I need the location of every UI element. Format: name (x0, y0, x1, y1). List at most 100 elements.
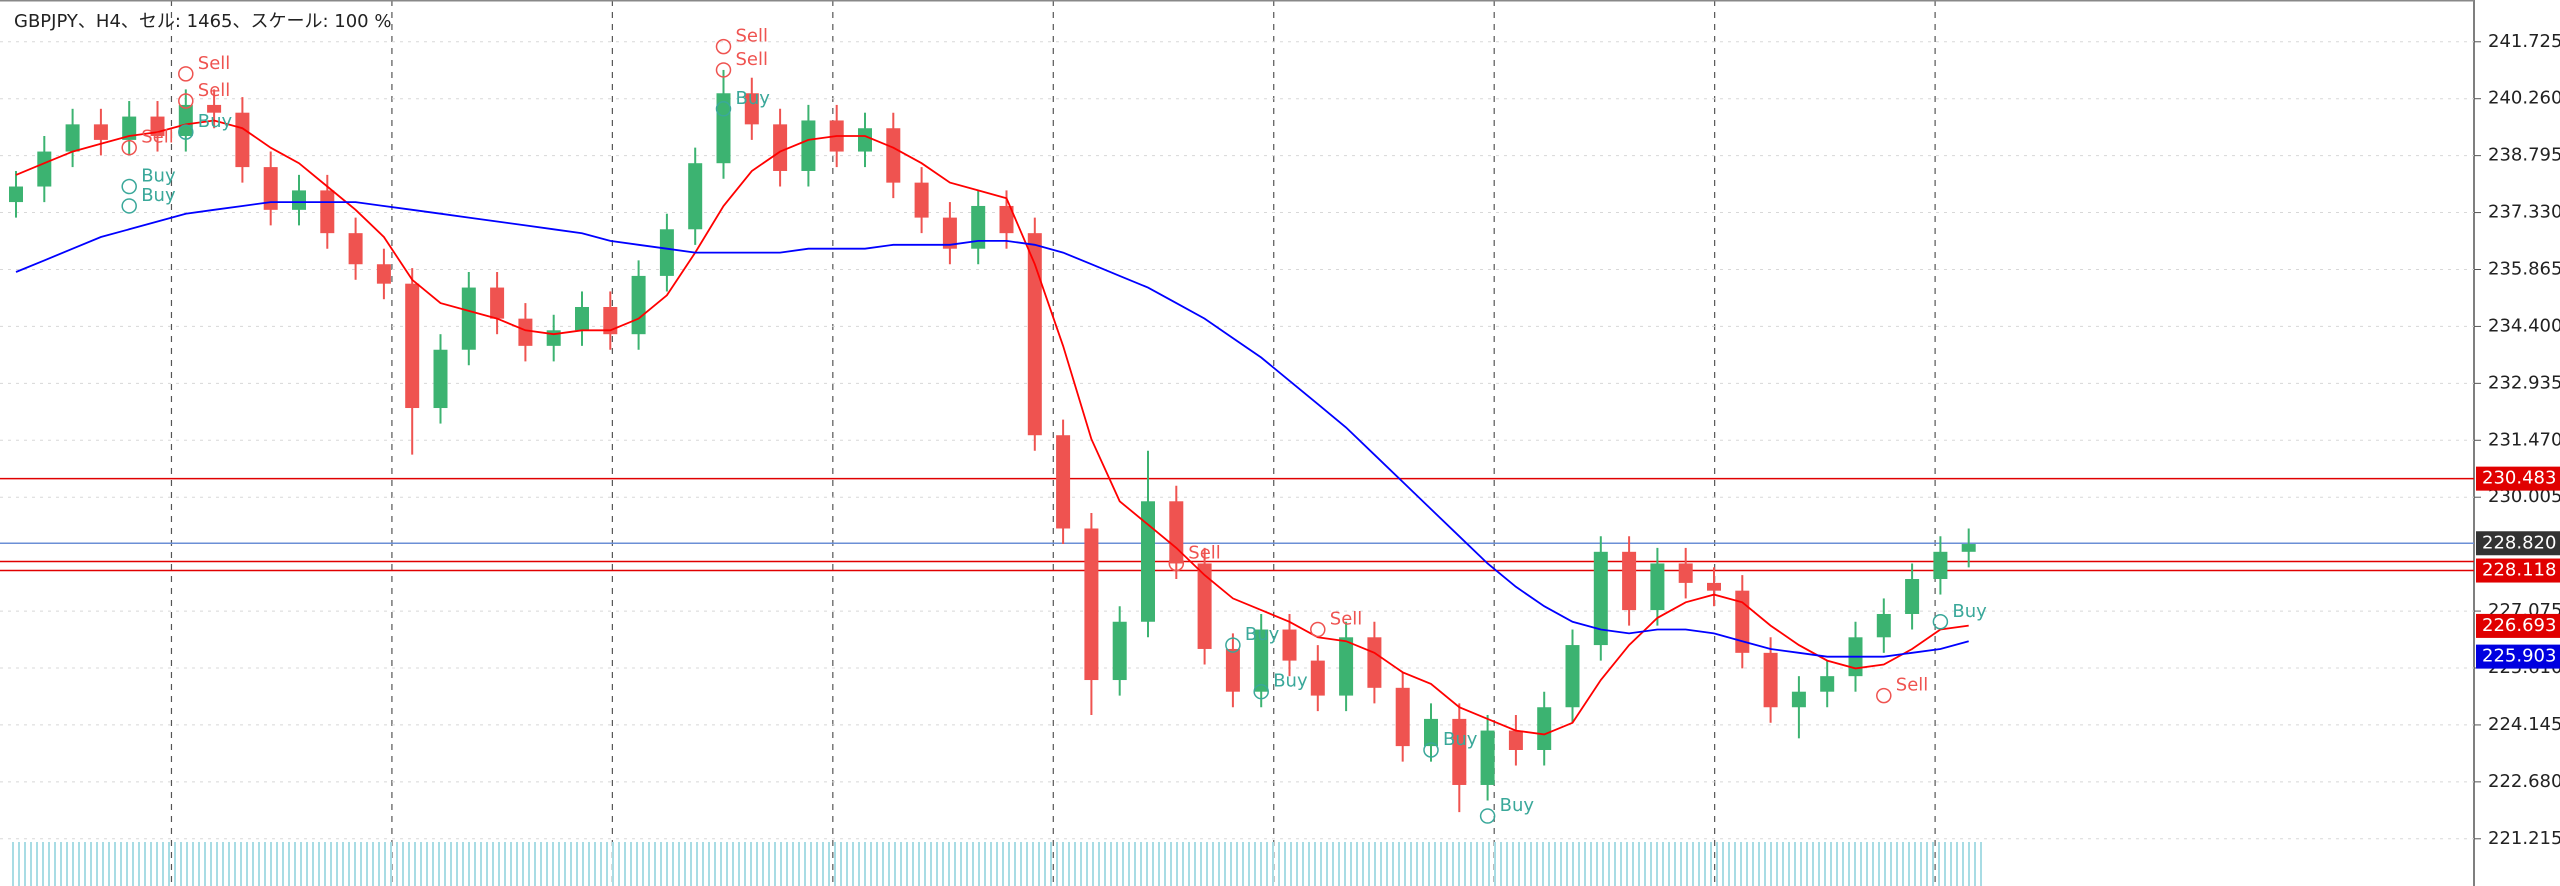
signal-marker (1876, 687, 1892, 704)
signal-marker (1479, 808, 1496, 824)
candle-body (178, 104, 193, 137)
signal-label: Sell (141, 127, 174, 148)
signal-label: Sell (198, 53, 231, 74)
price-tag (2476, 644, 2560, 669)
y-tick-label: 238.795 (2488, 145, 2560, 166)
candle-body (744, 93, 759, 125)
candle-body (1508, 730, 1523, 750)
candle-body (914, 182, 929, 218)
signal-marker (178, 93, 194, 109)
candle-body (93, 124, 108, 140)
candle-body (122, 116, 137, 140)
signal-label: Buy (1443, 729, 1478, 750)
candle-body (1424, 718, 1438, 747)
candle-body (1820, 676, 1835, 692)
signal-marker (178, 66, 194, 82)
candle-body (1905, 579, 1920, 614)
signal-marker (1423, 742, 1439, 758)
candle-body (461, 287, 476, 350)
candle-body (1537, 707, 1552, 750)
candle-body (518, 318, 533, 346)
candle-body (1339, 637, 1354, 696)
candle-body (1141, 501, 1155, 622)
candle-body (1282, 629, 1297, 661)
y-tick-label: 234.400 (2488, 315, 2560, 336)
signal-marker (1253, 683, 1269, 700)
y-tick-label: 241.725 (2488, 31, 2560, 52)
candle-body (1112, 621, 1127, 681)
candle-body (1027, 233, 1042, 436)
candle-body (1763, 652, 1778, 708)
price-tag (2476, 466, 2560, 491)
volume-bars (10, 842, 1985, 886)
candle-body (858, 128, 872, 152)
signal-marker (715, 38, 732, 55)
candle-body (971, 205, 986, 249)
candle-body (1650, 563, 1665, 611)
price-tag-label: 228.820 (2482, 532, 2556, 553)
signal-marker (715, 101, 732, 117)
candle-body (603, 306, 618, 335)
candle-body (1169, 501, 1184, 564)
y-tick-label: 237.330 (2488, 202, 2560, 223)
candle-body (999, 205, 1014, 234)
candle-body (1735, 590, 1750, 653)
price-tag (2476, 558, 2560, 583)
y-tick-label: 222.680 (2488, 771, 2560, 792)
candle-body (773, 124, 788, 171)
signal-marker (1310, 621, 1326, 638)
candle-body (1452, 718, 1467, 785)
signal-label: Buy (1245, 624, 1280, 645)
signal-label: Buy (1952, 601, 1987, 622)
candle-body (207, 104, 222, 113)
signal-marker (178, 124, 194, 140)
signal-label: Sell (736, 26, 769, 47)
signal-label: Buy (141, 166, 176, 187)
y-tick-label: 235.865 (2488, 258, 2560, 279)
candle-body (801, 120, 816, 171)
candle-body (292, 190, 306, 210)
candle-body (1084, 528, 1099, 681)
signal-label: Sell (198, 80, 231, 101)
signal-marker (715, 62, 732, 78)
moving-average (15, 201, 1969, 658)
y-tick-label: 231.470 (2488, 429, 2560, 450)
signal-label: Buy (198, 111, 233, 132)
signal-label: Sell (1330, 609, 1363, 630)
signal-label: Buy (1273, 671, 1308, 692)
candle-body (1197, 563, 1212, 649)
candle-body (320, 190, 335, 234)
candle-body (886, 128, 901, 183)
candle-body (65, 124, 80, 152)
candle-body (1876, 613, 1891, 638)
signal-label: Sell (1188, 542, 1221, 563)
candle-body (716, 93, 731, 164)
candle-body (348, 233, 363, 265)
candle-body (376, 264, 391, 284)
y-tick-label: 224.145 (2488, 714, 2560, 735)
candle-body (9, 186, 23, 203)
candle-body (659, 229, 674, 276)
candle-body (490, 287, 505, 319)
signal-marker (121, 139, 137, 156)
candle-body (1310, 660, 1325, 696)
y-tick-label: 230.005 (2488, 486, 2560, 507)
signal-label: Buy (1500, 795, 1535, 816)
candle-body (1933, 551, 1948, 580)
candle-body (1254, 629, 1269, 692)
signal-marker (1932, 614, 1949, 630)
candle-body (942, 217, 957, 249)
candle-body (1791, 691, 1806, 708)
candle-body (1225, 648, 1240, 692)
y-tick-label: 240.260 (2488, 88, 2560, 109)
chart-header: GBPJPY、H4、セル: 1465、スケール: 100 % (14, 11, 391, 32)
candle-body (1622, 551, 1637, 611)
signal-marker (121, 198, 137, 214)
signal-marker (121, 178, 137, 195)
candle-body (1707, 582, 1721, 591)
candle-body (1593, 551, 1608, 646)
price-tag-label: 226.693 (2482, 615, 2556, 636)
candle-body (1678, 563, 1693, 583)
